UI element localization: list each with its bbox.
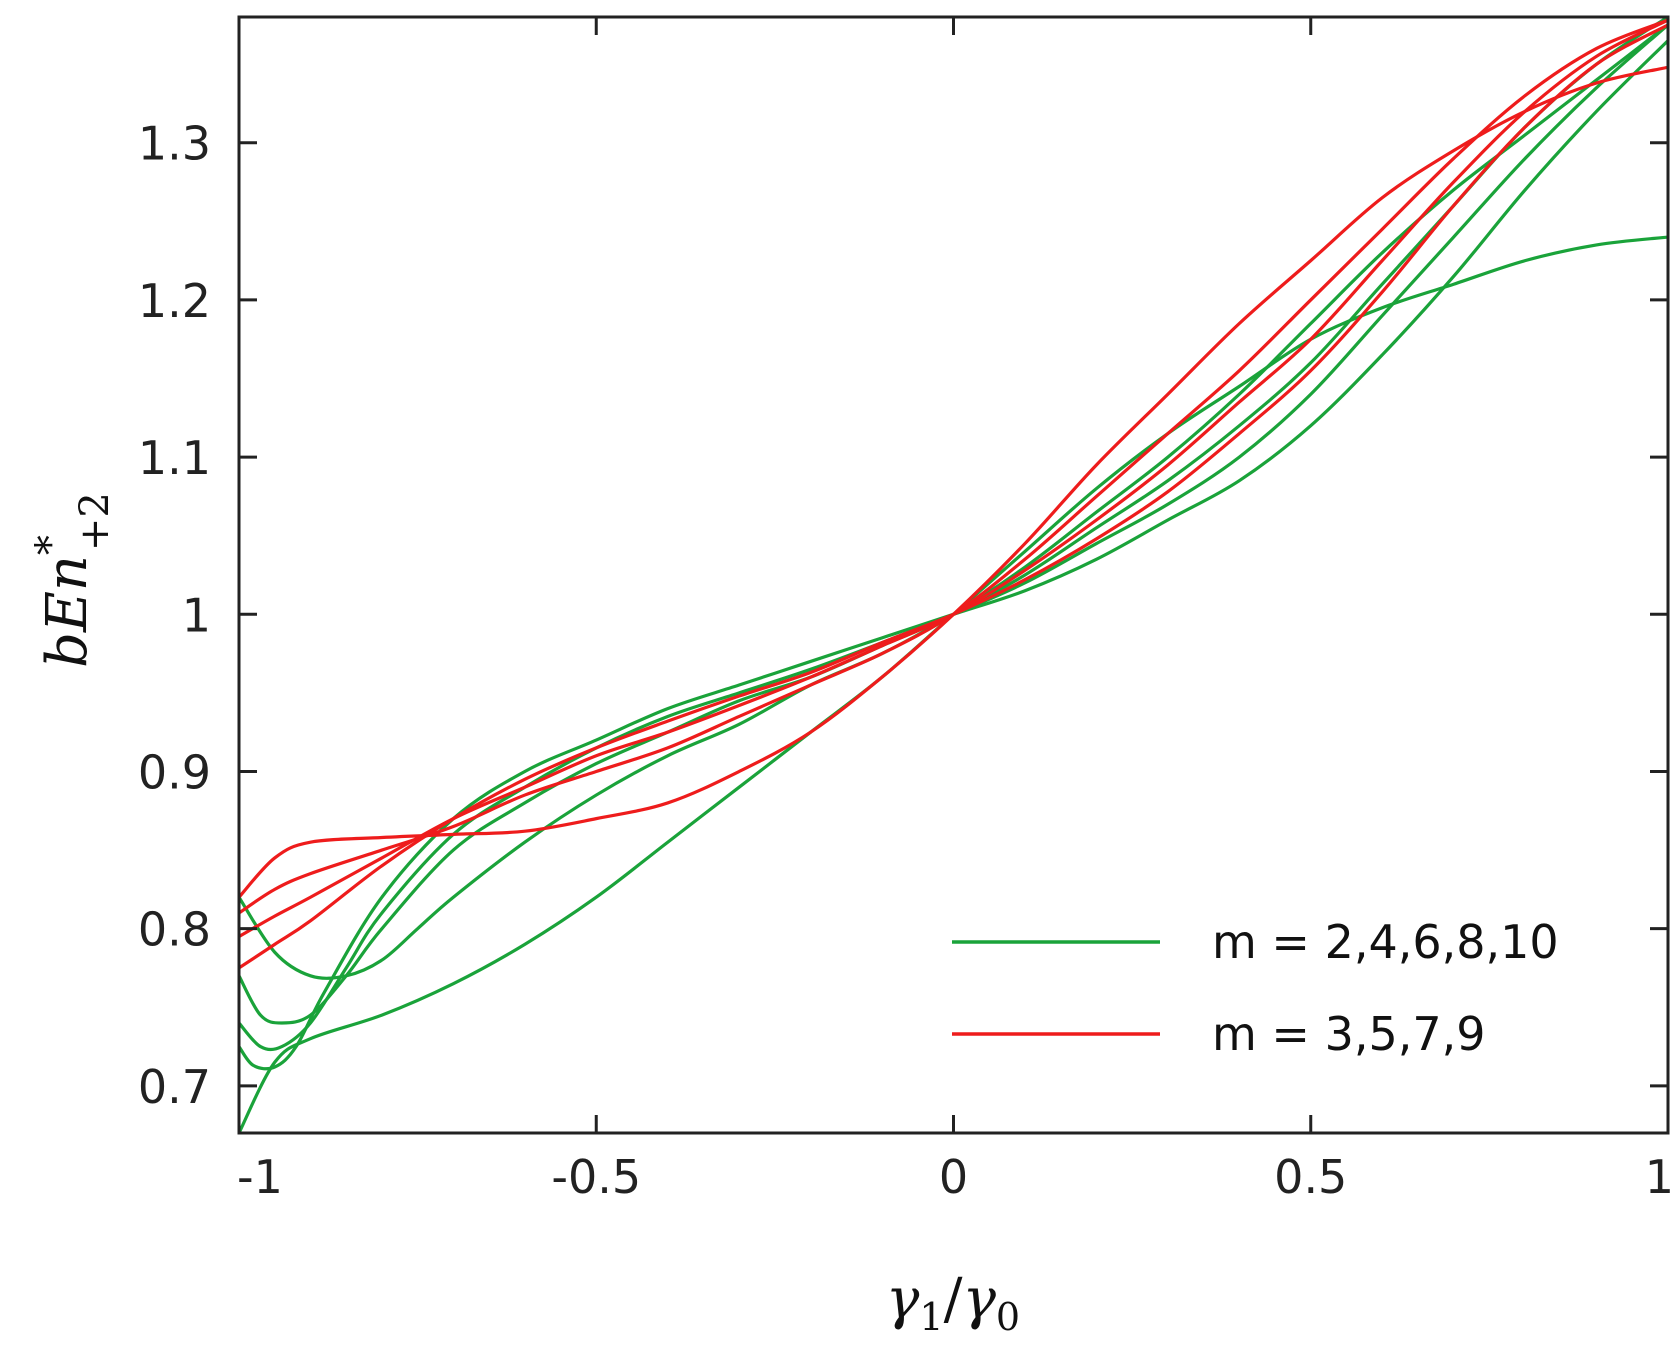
x-tick-label-0: 0 (939, 1150, 968, 1204)
legend: m = 2,4,6,8,10 m = 3,5,7,9 (952, 915, 1559, 1061)
y-tick-label-0-9: 0.9 (138, 745, 211, 799)
series-layer (239, 17, 1668, 1133)
legend-label-red: m = 3,5,7,9 (1212, 1007, 1486, 1061)
y-tick-label-0-8: 0.8 (138, 903, 211, 957)
y-tick-label-1-2: 1.2 (138, 274, 211, 328)
x-tick-label-0-5: -0.5 (551, 1150, 641, 1204)
y-tick-label-1-1: 1.1 (138, 431, 211, 485)
y-tick-label-1-3: 1.3 (138, 117, 211, 171)
legend-label-green: m = 2,4,6,8,10 (1212, 915, 1559, 969)
series-line-m-10 (239, 38, 1668, 1071)
x-axis-label: γ1/γ0 (886, 1267, 1020, 1339)
x-tick-label-1: -1 (237, 1150, 283, 1204)
y-tick-label-1: 1 (182, 588, 211, 642)
x-tick-label-0-5: 0.5 (1274, 1150, 1347, 1204)
tick-layer: -1 -0.5 0 0.5 1 0.7 0.8 0.9 1 1.1 1.2 1.3 (138, 17, 1674, 1204)
x-tick-label-1: 1 (1645, 1150, 1674, 1204)
y-tick-label-0-7: 0.7 (138, 1060, 211, 1114)
y-axis-label: bEn*+2 (28, 492, 118, 668)
series-line-m-9 (239, 23, 1668, 970)
